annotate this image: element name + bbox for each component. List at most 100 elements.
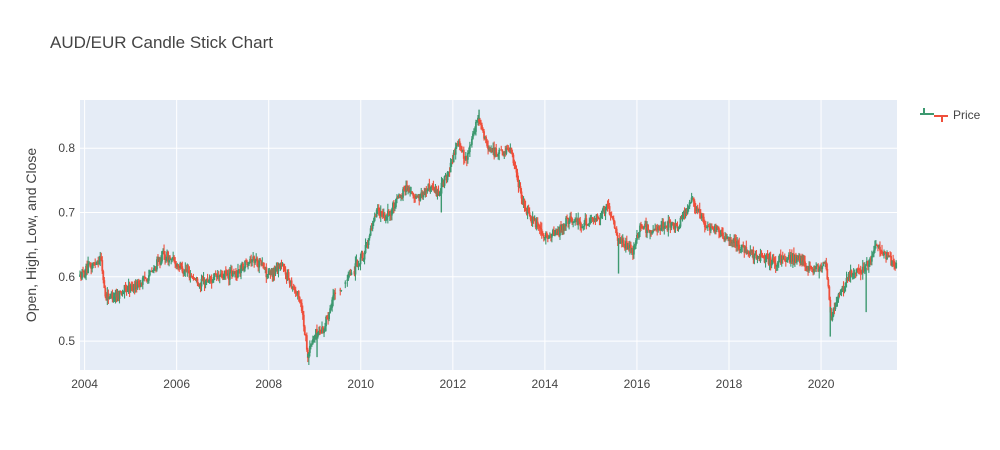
candle-body xyxy=(101,260,104,272)
candle-body xyxy=(570,216,573,219)
candle-increasing xyxy=(91,263,94,273)
candle-increasing xyxy=(604,206,607,221)
candle-increasing xyxy=(266,274,269,280)
candle-body xyxy=(804,261,806,267)
candle-body xyxy=(386,210,389,218)
candle-body xyxy=(883,251,885,256)
candle-increasing xyxy=(582,226,585,231)
candle-increasing xyxy=(261,257,264,266)
candle-body xyxy=(398,194,400,199)
candle-decreasing xyxy=(119,290,122,293)
candle-body xyxy=(490,149,493,151)
candle-decreasing xyxy=(859,265,862,281)
candle-body xyxy=(135,282,138,289)
candle-increasing xyxy=(855,268,858,277)
candle-decreasing xyxy=(830,307,833,321)
candle-decreasing xyxy=(534,217,537,230)
candle-increasing xyxy=(469,144,472,146)
candle-body xyxy=(237,270,239,278)
candle-body xyxy=(133,284,136,290)
candle-increasing xyxy=(277,262,280,278)
candle-body xyxy=(575,218,578,221)
candle-body xyxy=(191,276,194,278)
candle-decreasing xyxy=(721,227,723,237)
candle-body xyxy=(167,251,169,263)
candle-body xyxy=(108,296,111,299)
candle-body xyxy=(399,194,401,198)
candle-decreasing xyxy=(803,255,805,267)
candle-decreasing xyxy=(214,270,217,276)
candle-decreasing xyxy=(788,249,791,264)
candle-body xyxy=(858,269,861,271)
candle-increasing xyxy=(247,262,249,270)
candle-decreasing xyxy=(257,260,260,272)
legend[interactable]: Price xyxy=(920,108,981,122)
candle-increasing xyxy=(768,252,771,271)
candle-increasing xyxy=(329,305,332,314)
candle-decreasing xyxy=(576,217,579,226)
candle-body xyxy=(734,238,737,242)
candle-increasing xyxy=(446,171,449,183)
candle-decreasing xyxy=(292,283,295,291)
candle-increasing xyxy=(216,269,219,280)
candle-body xyxy=(230,270,233,277)
candle-body xyxy=(81,271,83,279)
candle-decreasing xyxy=(361,250,364,261)
candle-body xyxy=(521,198,524,205)
candle-decreasing xyxy=(197,282,200,287)
candle-body xyxy=(562,225,564,231)
candle-increasing xyxy=(602,205,605,212)
candle-increasing xyxy=(388,211,391,221)
candle-body xyxy=(600,213,603,215)
candle-decreasing xyxy=(766,250,769,260)
candle-decreasing xyxy=(181,261,184,274)
candle-body xyxy=(717,227,719,229)
candle-body xyxy=(473,131,475,134)
candle-body xyxy=(788,254,791,263)
candle-increasing xyxy=(186,263,189,277)
candle-increasing xyxy=(127,278,130,294)
candle-body xyxy=(201,278,204,281)
candle-decreasing xyxy=(708,222,711,236)
candle-decreasing xyxy=(683,207,686,220)
candle-body xyxy=(750,250,753,253)
candle-body xyxy=(383,213,386,221)
candle-body xyxy=(462,149,465,159)
candle-body xyxy=(801,258,803,262)
candle-decreasing xyxy=(285,272,288,284)
candle-body xyxy=(465,155,468,160)
candle-decreasing xyxy=(805,262,807,272)
candle-increasing xyxy=(843,286,846,294)
candle-increasing xyxy=(108,296,111,300)
candle-decreasing xyxy=(483,128,485,141)
candle-increasing xyxy=(782,255,785,260)
candle-increasing xyxy=(583,220,586,230)
candle-body xyxy=(301,311,304,315)
candle-decreasing xyxy=(411,191,414,195)
candle-body xyxy=(852,273,855,275)
candle-increasing xyxy=(816,263,819,267)
candle-body xyxy=(803,260,805,262)
candle-body xyxy=(825,261,828,269)
candle-body xyxy=(165,259,167,260)
candle-increasing xyxy=(248,261,251,267)
candle-body xyxy=(772,258,775,261)
candle-body xyxy=(761,255,764,258)
candle-decreasing xyxy=(504,145,507,157)
candle-body xyxy=(834,302,837,310)
candle-body xyxy=(175,264,178,267)
candle-body xyxy=(725,235,727,239)
candle-body xyxy=(97,261,100,264)
candle-body xyxy=(746,251,749,254)
candle-decreasing xyxy=(774,256,777,273)
candle-decreasing xyxy=(293,285,296,294)
candle-body xyxy=(693,201,696,207)
candle-decreasing xyxy=(541,231,544,236)
candle-increasing xyxy=(476,119,478,123)
candle-body xyxy=(791,253,794,262)
candle-decreasing xyxy=(606,200,609,212)
candle-body xyxy=(480,122,482,126)
candle-increasing xyxy=(834,302,837,312)
candle-decreasing xyxy=(884,250,886,254)
candle-decreasing xyxy=(585,214,588,230)
